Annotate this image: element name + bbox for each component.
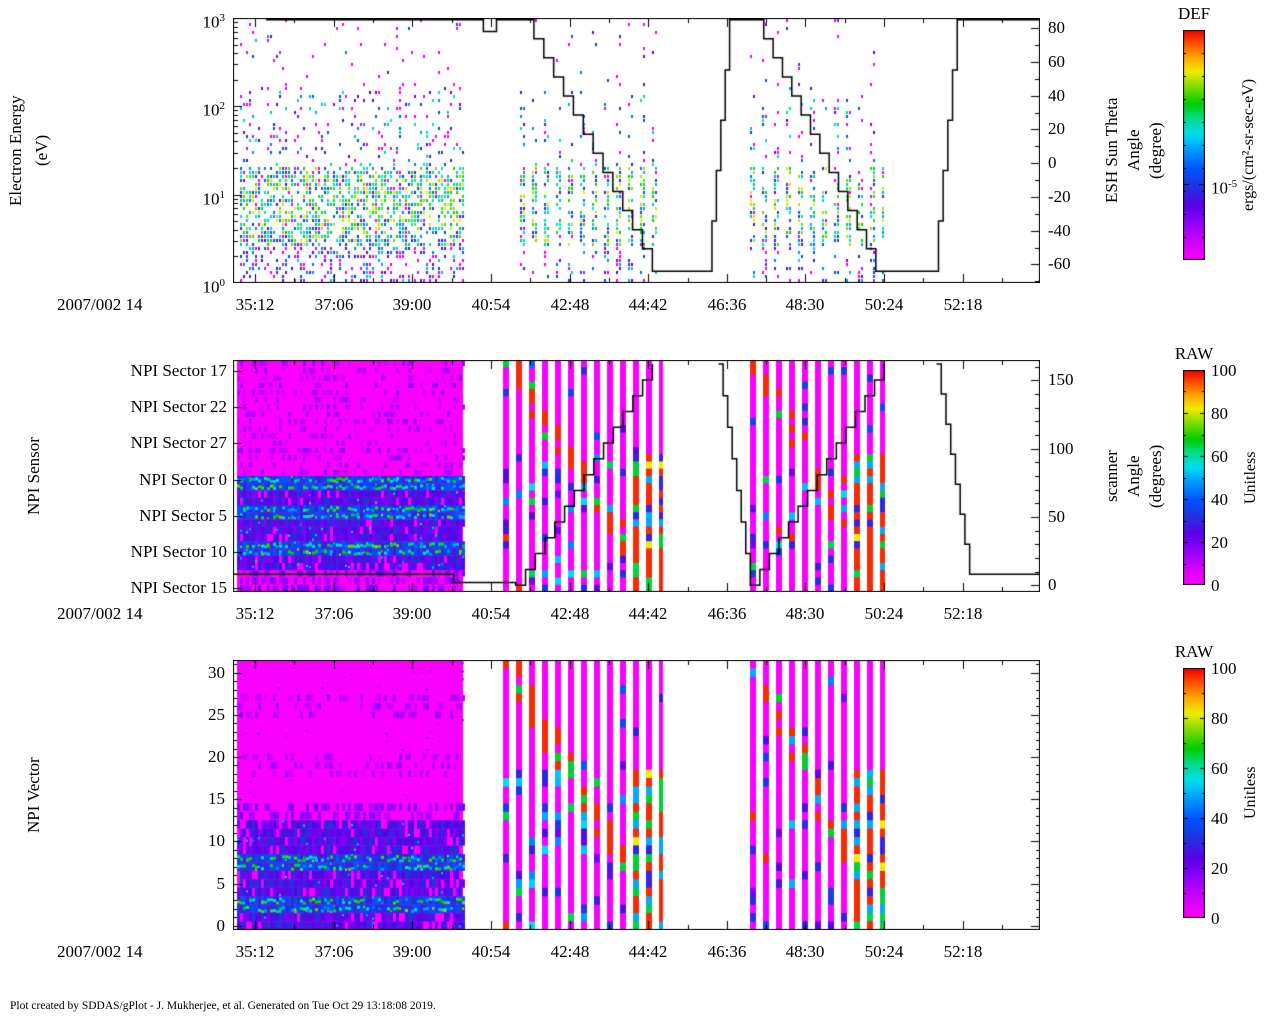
y-tick-label: 10 [208,831,225,850]
y-tick-label: NPI Sector 5 [139,506,227,525]
colorbar-title-def: DEF [1177,4,1211,23]
right-tick-label: 50 [1048,507,1065,526]
colorbar-tick-label: 80 [1211,403,1228,423]
x-tick-label: 46:36 [707,604,747,623]
y-tick-label: 5 [216,874,226,893]
x-tick-label: 42:48 [550,942,590,961]
colorbar-tick-label: 0 [1211,908,1220,928]
x-tick-label: 35:12 [235,942,275,961]
x-tick-label: 50:24 [864,295,904,314]
colorbar-tick-label: 10-5 [1211,177,1238,198]
y-tick-label: NPI Sector 22 [130,397,227,416]
x-tick-label: 37:06 [314,604,354,623]
y-tick-label: 20 [208,747,225,766]
right-tick-label: 100 [1048,439,1074,458]
y-tick-label: NPI Sector 15 [130,578,227,597]
colorbar-tick-label: 80 [1211,708,1228,728]
right-tick-label: 20 [1048,119,1065,138]
x-tick-label: 48:30 [785,295,825,314]
colorbar-tick-label: 40 [1211,489,1228,509]
y-tick-label: 101 [202,189,226,209]
right-tick-label: 0 [1048,153,1057,172]
x-tick-label: 42:48 [550,604,590,623]
x-tick-label: 37:06 [314,295,354,314]
colorbar-tick-label: 100 [1211,658,1237,678]
colorbar-tick-label: 20 [1211,858,1228,878]
y-tick-label: NPI Sector 0 [139,470,227,489]
x-tick-label: 50:24 [864,604,904,623]
y-tick-label: 0 [216,916,226,935]
colorbar-title-raw-vector: RAW [1174,642,1214,661]
colorbar-title-raw-sensor: RAW [1174,344,1214,363]
x-tick-label: 39:00 [392,295,432,314]
colorbar-tick-label: 40 [1211,808,1228,828]
x-tick-label: 44:42 [628,604,668,623]
y-tick-label: NPI Sector 27 [130,433,227,452]
x-axis-date-label: 2007/002 14 [57,295,143,314]
x-tick-label: 48:30 [785,942,825,961]
x-tick-label: 39:00 [392,942,432,961]
raw-colorbar-vector [1183,668,1205,918]
colorbar-tick-label: 100 [1211,360,1237,380]
colorbar-tick-label: 60 [1211,758,1228,778]
x-axis-date-label: 2007/002 14 [57,942,143,961]
right-tick-label: 0 [1048,575,1057,594]
x-tick-label: 48:30 [785,604,825,623]
right-tick-label: 60 [1048,52,1065,71]
y-tick-label: 30 [208,663,225,682]
x-tick-label: 52:18 [943,942,983,961]
y-tick-label: 100 [202,277,226,297]
x-tick-label: 35:12 [235,604,275,623]
right-tick-label: 80 [1048,18,1065,37]
colorbar-tick-label: 0 [1211,575,1220,595]
x-tick-label: 39:00 [392,604,432,623]
footer-credit: Plot created by SDDAS/gPlot - J. Mukherj… [10,1000,436,1012]
y-tick-label: NPI Sector 17 [130,361,227,380]
colorbar-tick-label: 20 [1211,532,1228,552]
y-tick-label: 15 [208,789,225,808]
x-tick-label: 52:18 [943,604,983,623]
x-tick-label: 46:36 [707,295,747,314]
x-tick-label: 44:42 [628,942,668,961]
right-tick-label: -20 [1048,187,1071,206]
electron-energy-spectrogram-canvas [233,18,1040,283]
x-axis-date-label: 2007/002 14 [57,604,143,623]
x-tick-label: 44:42 [628,295,668,314]
y-tick-label: 103 [202,12,226,32]
x-tick-label: 46:36 [707,942,747,961]
x-tick-label: 37:06 [314,942,354,961]
x-tick-label: 35:12 [235,295,275,314]
x-tick-label: 50:24 [864,942,904,961]
right-tick-label: 150 [1048,370,1074,389]
x-tick-label: 42:48 [550,295,590,314]
right-tick-label: -40 [1048,221,1071,240]
def-colorbar [1183,30,1205,260]
raw-colorbar-sensor [1183,370,1205,585]
x-tick-label: 52:18 [943,295,983,314]
x-tick-label: 40:54 [471,604,511,623]
x-tick-label: 40:54 [471,295,511,314]
right-tick-label: 40 [1048,86,1065,105]
npi-sensor-spectrogram-canvas [233,360,1040,592]
npi-vector-spectrogram-canvas [233,660,1040,930]
colorbar-tick-label: 60 [1211,446,1228,466]
right-tick-label: -60 [1048,254,1071,273]
y-tick-label: 25 [208,705,225,724]
y-tick-label: NPI Sector 10 [130,542,227,561]
x-tick-label: 40:54 [471,942,511,961]
y-tick-label: 102 [202,100,226,120]
